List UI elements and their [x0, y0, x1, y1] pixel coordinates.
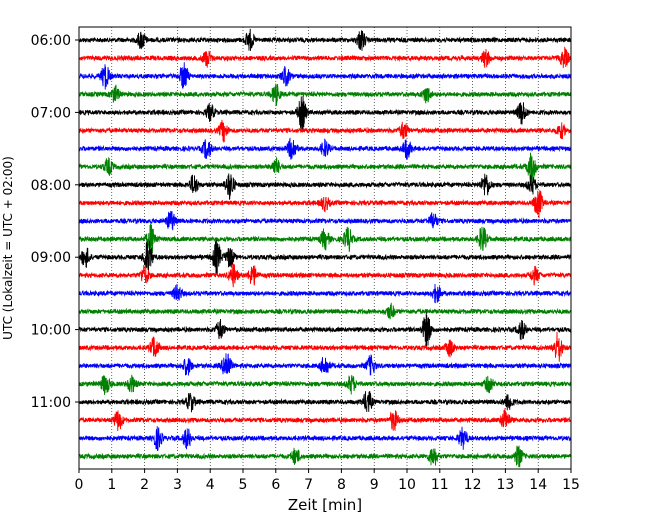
trace-11: [78, 222, 572, 254]
trace-21: [78, 408, 572, 432]
y-tick-label: 11:00: [31, 395, 71, 411]
trace-14: [78, 283, 572, 304]
y-tick-label: 09:00: [31, 250, 71, 266]
x-tick-label: 14: [529, 477, 547, 493]
trace-8: [78, 173, 572, 200]
trace-9: [78, 190, 572, 219]
trace-20: [78, 390, 572, 413]
plot-frame: [78, 26, 572, 470]
x-tick-label: 15: [562, 477, 580, 493]
trace-18: [78, 353, 572, 376]
trace-23: [78, 445, 572, 468]
trace-15: [78, 302, 572, 320]
trace-19: [78, 374, 572, 395]
trace-4: [78, 95, 572, 130]
y-axis-label: UTC (Lokalzeit = UTC + 02:00): [1, 156, 15, 340]
x-tick-label: 10: [398, 477, 416, 493]
x-axis-ticks: 0 1 2 3 4 5 6 7 8 9 10 11 12 13 14 15: [75, 469, 580, 493]
trace-2: [78, 62, 572, 90]
trace-5: [78, 119, 572, 143]
trace-16: [78, 311, 572, 349]
x-tick-label: 8: [337, 477, 346, 493]
x-tick-label: 13: [496, 477, 514, 493]
x-tick-label: 1: [107, 477, 116, 493]
x-tick-label: 4: [206, 477, 215, 493]
y-axis-ticks: 06:00 07:00 08:00 09:00 10:00 11:00: [31, 33, 79, 411]
y-tick-label: 06:00: [31, 33, 71, 49]
x-tick-label: 12: [464, 477, 482, 493]
x-tick-label: 5: [239, 477, 248, 493]
x-tick-label: 3: [173, 477, 182, 493]
seismic-traces: [78, 27, 572, 469]
trace-0: [78, 28, 572, 51]
trace-22: [78, 426, 572, 451]
x-tick-label: 11: [431, 477, 449, 493]
trace-3: [78, 83, 572, 107]
trace-6: [78, 137, 572, 160]
y-tick-label: 10:00: [31, 323, 71, 339]
x-tick-label: 7: [304, 477, 313, 493]
x-tick-label: 2: [140, 477, 149, 493]
trace-10: [78, 210, 572, 231]
x-tick-label: 6: [271, 477, 280, 493]
y-tick-label: 07:00: [31, 105, 71, 121]
trace-7: [78, 152, 572, 182]
trace-17: [78, 331, 572, 362]
y-tick-label: 08:00: [31, 178, 71, 194]
trace-12: [78, 239, 572, 277]
x-axis-label: Zeit [min]: [288, 496, 362, 514]
x-tick-label: 0: [75, 477, 84, 493]
trace-13: [78, 263, 572, 288]
x-tick-label: 9: [370, 477, 379, 493]
trace-1: [78, 46, 572, 69]
